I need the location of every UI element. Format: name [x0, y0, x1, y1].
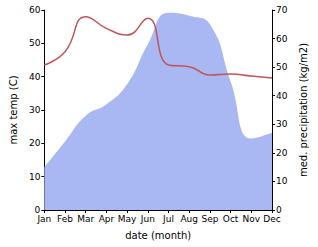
svg-text:May: May [118, 214, 137, 224]
svg-text:20: 20 [276, 148, 288, 158]
svg-text:40: 40 [276, 91, 288, 101]
svg-text:Mar: Mar [77, 214, 94, 224]
svg-text:Oct: Oct [223, 214, 239, 224]
svg-text:0: 0 [34, 205, 41, 215]
svg-text:50: 50 [29, 38, 41, 48]
svg-text:60: 60 [29, 5, 41, 15]
svg-text:Apr: Apr [99, 214, 115, 224]
svg-text:50: 50 [276, 62, 288, 72]
svg-text:Nov: Nov [243, 214, 261, 224]
svg-text:30: 30 [29, 105, 41, 115]
svg-text:max temp (C): max temp (C) [8, 75, 19, 144]
svg-text:60: 60 [276, 34, 288, 44]
svg-text:0: 0 [276, 205, 282, 215]
svg-text:med. precipitation (kg/m2): med. precipitation (kg/m2) [298, 43, 309, 177]
svg-text:Sep: Sep [201, 214, 218, 224]
svg-text:Jan: Jan [36, 214, 51, 224]
svg-text:Jun: Jun [140, 214, 155, 224]
svg-text:Jul: Jul [162, 214, 174, 224]
svg-text:Dec: Dec [263, 214, 280, 224]
svg-text:70: 70 [276, 5, 288, 15]
svg-text:Feb: Feb [57, 214, 73, 224]
svg-text:40: 40 [29, 72, 41, 82]
svg-text:10: 10 [29, 172, 41, 182]
svg-text:date (month): date (month) [125, 230, 191, 241]
svg-text:10: 10 [276, 176, 288, 186]
svg-text:20: 20 [29, 138, 41, 148]
svg-text:30: 30 [276, 119, 288, 129]
svg-text:Aug: Aug [180, 214, 198, 224]
